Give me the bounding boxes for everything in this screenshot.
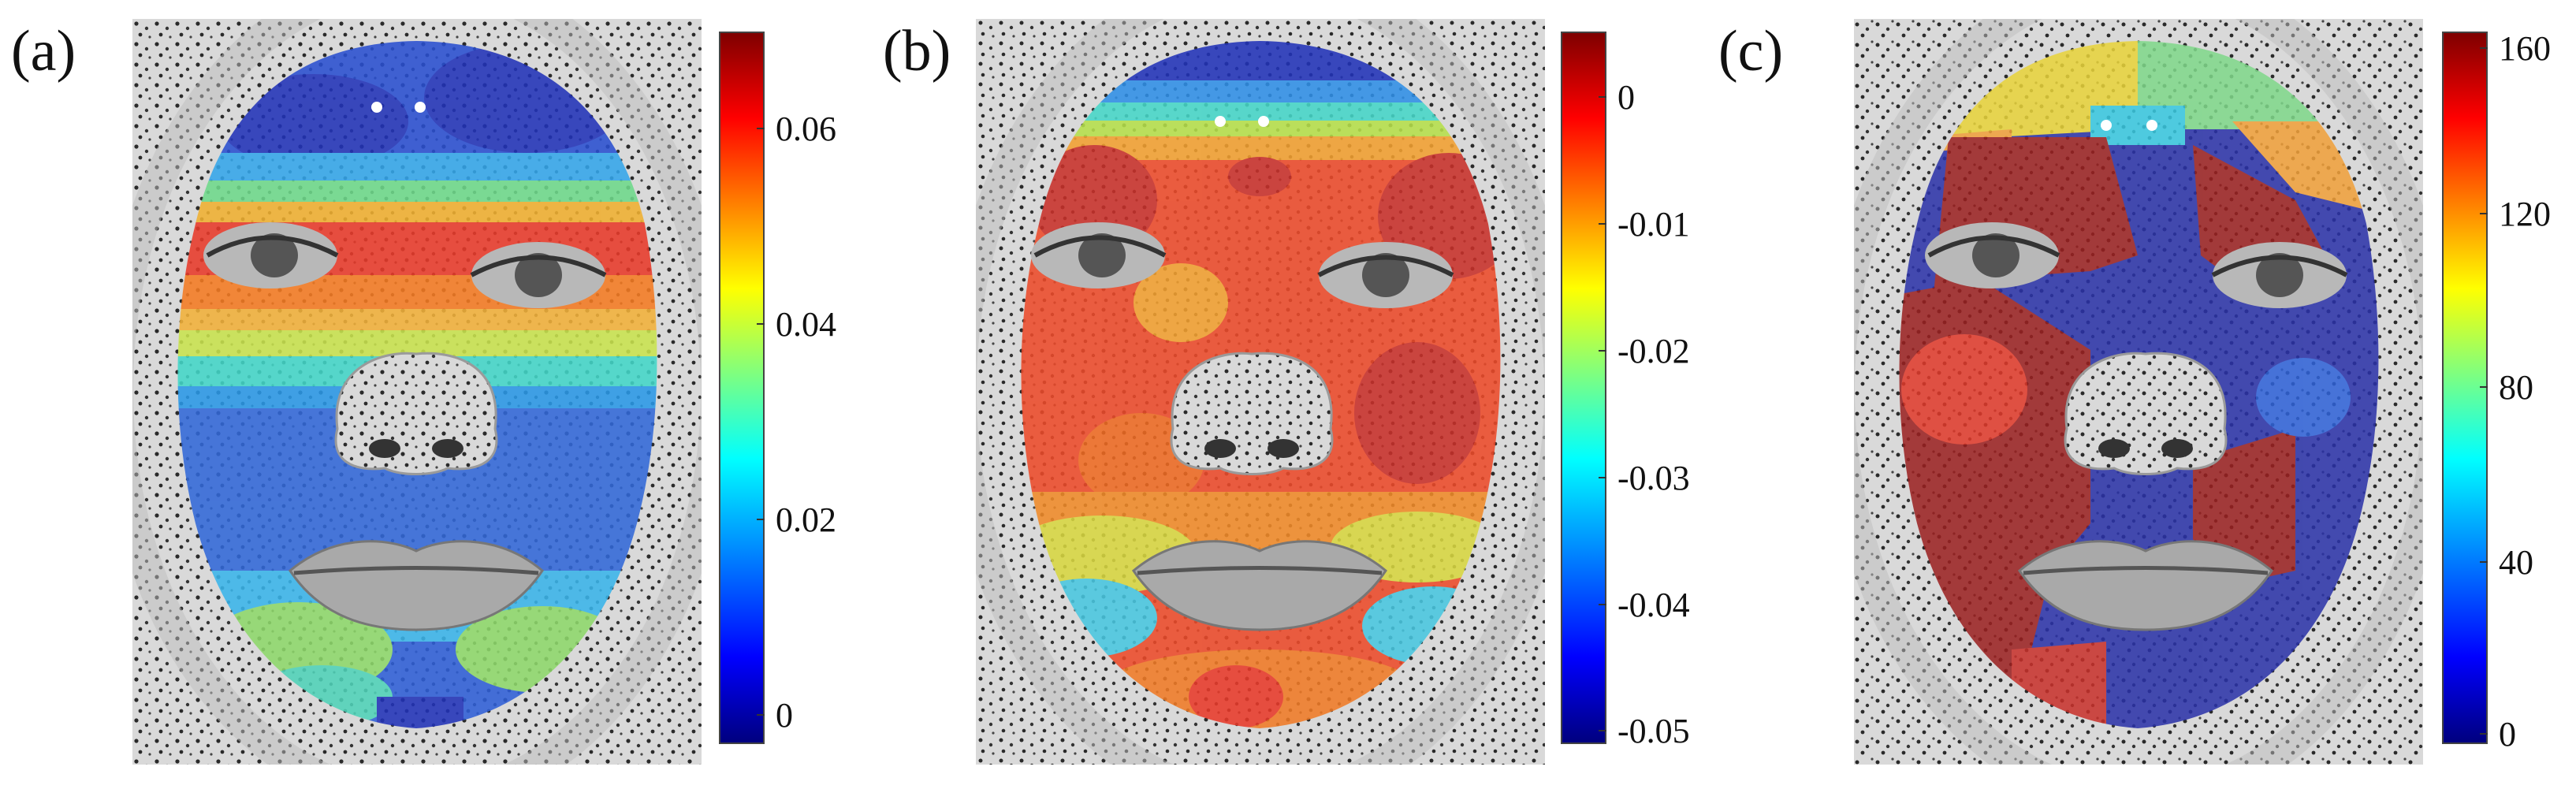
- panel-label-b: (b): [883, 19, 951, 84]
- colorbar-a-tick-1: 0.06: [776, 110, 836, 148]
- colorbar-c-tick-5: 0: [2499, 715, 2516, 754]
- face-strain-map-a: [132, 19, 702, 765]
- face-strain-map-c: [1854, 19, 2423, 765]
- panel-c: (c): [1718, 0, 2576, 789]
- panel-a: (a): [0, 0, 859, 789]
- face-strain-map-b: [976, 19, 1545, 765]
- colorbar-c-tick-1: 160: [2499, 29, 2551, 68]
- colorbar-c-tick-2: 120: [2499, 195, 2551, 233]
- colorbar-c-tick-4: 40: [2499, 543, 2533, 582]
- colorbar-a-tick-4: 0: [776, 696, 793, 735]
- panel-label-c: (c): [1718, 19, 1784, 84]
- colorbar-a-tick-2: 0.04: [776, 305, 836, 344]
- colorbar-a-tick-3: 0.02: [776, 501, 836, 539]
- colorbar-b-tick-5: -0.04: [1617, 586, 1690, 624]
- panel-label-a: (a): [11, 19, 76, 84]
- colorbar-b-tick-1: 0: [1617, 78, 1635, 117]
- colorbar-b-tick-4: -0.03: [1617, 459, 1690, 497]
- panel-b: (b): [859, 0, 1718, 789]
- colorbar-c-tick-3: 80: [2499, 368, 2533, 407]
- colorbar-b-tick-2: -0.01: [1617, 205, 1690, 244]
- colorbar-b: [1561, 32, 1606, 744]
- colorbar-a: [719, 32, 765, 744]
- colorbar-b-tick-6: -0.05: [1617, 712, 1690, 750]
- colorbar-c: [2442, 32, 2488, 744]
- colorbar-b-tick-3: -0.02: [1617, 332, 1690, 370]
